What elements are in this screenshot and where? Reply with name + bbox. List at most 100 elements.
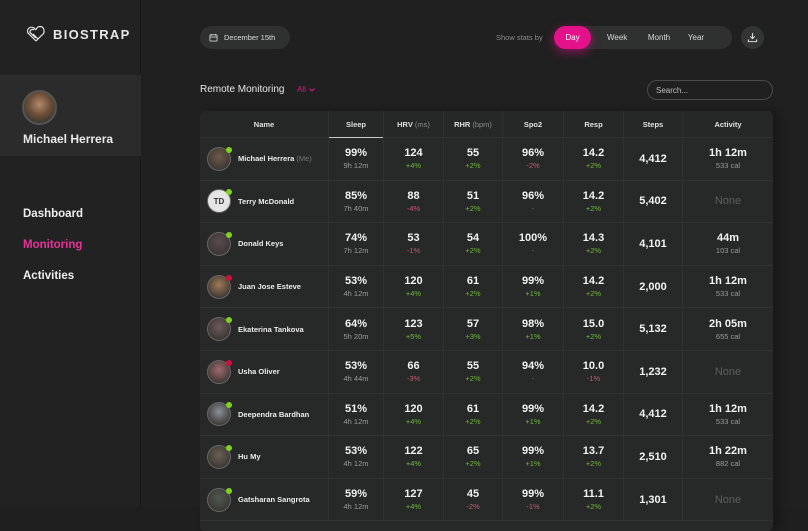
download-icon xyxy=(747,32,758,43)
sleep-cell: 74%7h 12m xyxy=(329,223,384,265)
column-header-activity[interactable]: Activity xyxy=(683,111,773,137)
date-picker-button[interactable]: December 15th xyxy=(200,26,290,49)
avatar[interactable] xyxy=(207,402,231,426)
spo2-cell: 94%- xyxy=(503,351,564,393)
avatar-initials: TD xyxy=(214,197,225,206)
name-cell: TD Terry McDonald xyxy=(200,181,329,223)
rhr-cell: 55+2% xyxy=(444,351,503,393)
resp-cell: 14.3+2% xyxy=(564,223,624,265)
sleep-cell: 53%4h 12m xyxy=(329,266,384,308)
hrv-cell: 122+4% xyxy=(384,436,444,478)
sidebar-item-dashboard[interactable]: Dashboard xyxy=(23,208,83,239)
column-header-spo2[interactable]: Spo2 xyxy=(503,111,564,137)
table-row[interactable]: Donald Keys 74%7h 12m 53-1% 54+2% 100%- … xyxy=(200,223,773,266)
person-name[interactable]: Usha Oliver xyxy=(238,367,280,376)
name-cell: Gatsharan Sangrota xyxy=(200,479,329,521)
status-dot xyxy=(226,189,232,195)
avatar[interactable] xyxy=(207,445,231,469)
table-row[interactable]: Deependra Bardhan 51%4h 12m 120+4% 61+2%… xyxy=(200,394,773,437)
user-profile[interactable]: Michael Herrera xyxy=(0,75,141,156)
steps-cell: 2,000 xyxy=(624,266,683,308)
table-row[interactable]: Ekaterina Tankova 64%5h 20m 123+5% 57+3%… xyxy=(200,308,773,351)
person-name[interactable]: Hu My xyxy=(238,452,261,461)
spo2-cell: 99%-1% xyxy=(503,479,564,521)
avatar[interactable]: TD xyxy=(207,189,231,213)
status-dot xyxy=(226,402,232,408)
person-name[interactable]: Michael Herrera (Me) xyxy=(238,154,312,163)
brand-name: BIOSTRAP xyxy=(53,27,131,42)
rhr-cell: 65+2% xyxy=(444,436,503,478)
column-header-resp[interactable]: Resp xyxy=(564,111,624,137)
filter-label: All xyxy=(297,85,306,94)
name-cell: Deependra Bardhan xyxy=(200,394,329,436)
sidebar-item-activities[interactable]: Activities xyxy=(23,270,83,301)
name-cell: Michael Herrera (Me) xyxy=(200,138,329,180)
person-name[interactable]: Deependra Bardhan xyxy=(238,410,309,419)
table-header: Name Sleep HRV(ms) RHR(bpm) Spo2 Resp St… xyxy=(200,111,773,138)
avatar[interactable] xyxy=(207,232,231,256)
person-name[interactable]: Donald Keys xyxy=(238,239,283,248)
person-name[interactable]: Gatsharan Sangrota xyxy=(238,495,310,504)
steps-cell: 2,510 xyxy=(624,436,683,478)
sleep-cell: 59%4h 12m xyxy=(329,479,384,521)
column-header-rhr[interactable]: RHR(bpm) xyxy=(444,111,503,137)
calendar-icon xyxy=(209,33,218,42)
column-header-sleep[interactable]: Sleep xyxy=(329,111,384,137)
rhr-cell: 51+2% xyxy=(444,181,503,223)
period-month[interactable]: Month xyxy=(647,33,671,42)
sleep-cell: 64%5h 20m xyxy=(329,308,384,350)
sleep-cell: 53%4h 12m xyxy=(329,436,384,478)
column-header-name[interactable]: Name xyxy=(200,111,329,137)
hrv-cell: 124+4% xyxy=(384,138,444,180)
spo2-cell: 98%+1% xyxy=(503,308,564,350)
date-label: December 15th xyxy=(224,33,275,42)
period-week[interactable]: Week xyxy=(607,33,627,42)
search-input[interactable] xyxy=(647,80,773,100)
filter-dropdown[interactable]: All xyxy=(297,85,315,94)
hrv-cell: 66-3% xyxy=(384,351,444,393)
column-header-steps[interactable]: Steps xyxy=(624,111,683,137)
table-row[interactable]: Gatsharan Sangrota 59%4h 12m 127+4% 45-2… xyxy=(200,479,773,522)
table-row[interactable]: Usha Oliver 53%4h 44m 66-3% 55+2% 94%- 1… xyxy=(200,351,773,394)
activity-cell: None xyxy=(683,479,773,521)
table-row[interactable]: Hu My 53%4h 12m 122+4% 65+2% 99%+1% 13.7… xyxy=(200,436,773,479)
status-dot xyxy=(226,488,232,494)
rhr-cell: 61+2% xyxy=(444,266,503,308)
sidebar-item-monitoring[interactable]: Monitoring xyxy=(23,239,83,270)
steps-cell: 5,132 xyxy=(624,308,683,350)
avatar[interactable] xyxy=(207,275,231,299)
activity-cell: None xyxy=(683,181,773,223)
avatar[interactable] xyxy=(22,90,57,125)
avatar[interactable] xyxy=(207,317,231,341)
table-row[interactable]: Michael Herrera (Me) 99%9h 12m 124+4% 55… xyxy=(200,138,773,181)
person-name[interactable]: Juan Jose Esteve xyxy=(238,282,301,291)
period-year[interactable]: Year xyxy=(687,33,705,42)
hrv-cell: 127+4% xyxy=(384,479,444,521)
table-body: Michael Herrera (Me) 99%9h 12m 124+4% 55… xyxy=(200,138,773,521)
avatar[interactable] xyxy=(207,147,231,171)
monitoring-table: Name Sleep HRV(ms) RHR(bpm) Spo2 Resp St… xyxy=(200,111,773,531)
sleep-cell: 53%4h 44m xyxy=(329,351,384,393)
avatar[interactable] xyxy=(207,488,231,512)
brand-logo[interactable]: BIOSTRAP xyxy=(25,25,131,43)
download-button[interactable] xyxy=(741,26,764,49)
status-dot xyxy=(226,147,232,153)
status-dot xyxy=(226,317,232,323)
spo2-cell: 100%- xyxy=(503,223,564,265)
period-day[interactable]: Day xyxy=(554,26,591,49)
name-cell: Juan Jose Esteve xyxy=(200,266,329,308)
person-name[interactable]: Ekaterina Tankova xyxy=(238,325,304,334)
person-name[interactable]: Terry McDonald xyxy=(238,197,294,206)
table-row[interactable]: TD Terry McDonald 85%7h 40m 88-4% 51+2% … xyxy=(200,181,773,224)
avatar[interactable] xyxy=(207,360,231,384)
hrv-cell: 120+4% xyxy=(384,394,444,436)
column-header-hrv[interactable]: HRV(ms) xyxy=(384,111,444,137)
table-row[interactable]: Juan Jose Esteve 53%4h 12m 120+4% 61+2% … xyxy=(200,266,773,309)
rhr-cell: 45-2% xyxy=(444,479,503,521)
sleep-cell: 99%9h 12m xyxy=(329,138,384,180)
